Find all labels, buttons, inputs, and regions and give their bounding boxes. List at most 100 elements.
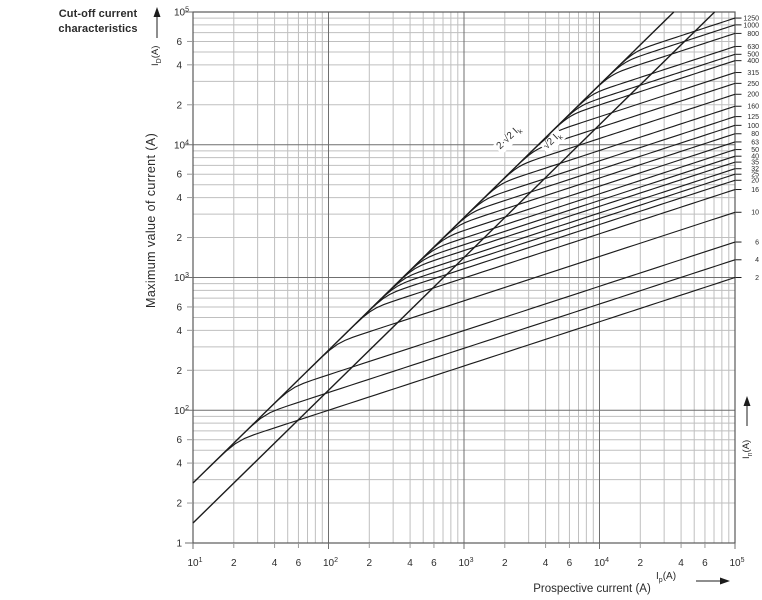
right-symbol-unit: (A)	[741, 439, 752, 453]
rating-label-32: 32	[751, 166, 759, 173]
y-axis-title: Maximum value of current (A)	[144, 132, 158, 308]
x-symbol-main: I	[656, 571, 659, 582]
x-axis-arrowhead	[720, 577, 730, 585]
svg-text:6: 6	[176, 302, 182, 313]
figure-title: Cut-off current characteristics	[52, 7, 144, 37]
rating-label-10: 10	[751, 210, 759, 217]
svg-text:104: 104	[594, 557, 609, 569]
rating-label-1250: 1250	[743, 15, 759, 22]
rating-label-2: 2	[755, 275, 759, 282]
svg-text:2: 2	[367, 558, 373, 569]
svg-text:2: 2	[176, 499, 182, 510]
rating-label-4: 4	[755, 257, 759, 264]
cutoff-curve-630	[560, 45, 736, 124]
right-symbol-main: I	[741, 456, 752, 459]
svg-text:6: 6	[567, 558, 573, 569]
svg-text:4: 4	[176, 459, 182, 470]
svg-text:6: 6	[176, 37, 182, 48]
y-symbol-sub: D	[155, 58, 163, 64]
reference-lines	[192, 11, 716, 524]
svg-text:103: 103	[174, 272, 189, 284]
svg-text:6: 6	[176, 170, 182, 181]
cutoff-curve-35	[383, 161, 736, 297]
cutoff-curve-500	[548, 53, 736, 136]
rating-label-160: 160	[747, 104, 759, 111]
x-symbol-sub: p	[658, 577, 663, 584]
svg-text:2: 2	[176, 366, 182, 377]
cutoff-curve-40	[392, 155, 736, 288]
svg-text:1: 1	[176, 539, 182, 550]
svg-text:4: 4	[176, 193, 182, 204]
cutoff-curve-1000	[593, 24, 736, 91]
rating-label-500: 500	[747, 52, 759, 59]
rating-label-6: 6	[755, 239, 759, 246]
svg-text:4: 4	[176, 326, 182, 337]
rating-label-80: 80	[751, 131, 759, 138]
cutoff-curve-63	[414, 141, 736, 267]
x-symbol-unit: (A)	[662, 571, 677, 582]
x-tick-labels: 101 102 103 104 105 2 4 6 2 4 6 2 4 6 2 4 6	[187, 557, 744, 569]
rating-label-16: 16	[751, 187, 759, 194]
y-tick-labels: 105 104 103 102 1 6 4 2 6 4 2 6 4 2 6 4 2	[174, 7, 189, 550]
rating-label-40: 40	[751, 154, 759, 161]
y-symbol-main: I	[150, 63, 161, 66]
svg-text:4: 4	[272, 558, 278, 569]
svg-text:6: 6	[176, 435, 182, 446]
rating-label-800: 800	[747, 31, 759, 38]
svg-text:2: 2	[502, 558, 508, 569]
svg-text:2: 2	[638, 558, 644, 569]
svg-text:4: 4	[678, 558, 684, 569]
cutoff-curve-100	[439, 124, 736, 242]
cutoff-curve-50	[402, 149, 736, 278]
svg-text:104: 104	[174, 139, 189, 151]
y-axis-symbol: ID(A)	[150, 46, 163, 66]
y-symbol-unit: (A)	[150, 45, 161, 59]
rating-label-35: 35	[751, 160, 759, 167]
rating-label-25: 25	[751, 172, 759, 179]
svg-text:2: 2	[176, 233, 182, 244]
figure-title-line1: Cut-off current	[58, 8, 138, 20]
cutoff-curve-125	[452, 116, 736, 229]
rating-label-1000: 1000	[743, 22, 759, 29]
svg-text:2: 2	[176, 100, 182, 111]
cutoff-curve-10	[306, 211, 736, 373]
axis-ticks	[185, 11, 736, 549]
svg-text:103: 103	[458, 557, 473, 569]
svg-text:105: 105	[174, 7, 189, 19]
rating-label-63: 63	[751, 139, 759, 146]
reference-line-1	[192, 11, 716, 524]
cutoff-curve-200	[487, 93, 736, 196]
cutoff-curve-800	[580, 32, 736, 104]
rating-label-200: 200	[747, 92, 759, 99]
rating-label-630: 630	[747, 44, 759, 51]
cutoff-curve-25	[364, 173, 736, 315]
svg-text:4: 4	[407, 558, 413, 569]
figure-title-line2: characteristics	[58, 23, 138, 35]
reference-line-0	[192, 11, 675, 484]
svg-text:102: 102	[174, 405, 189, 417]
svg-text:4: 4	[176, 60, 182, 71]
right-axis-symbol: In(A)	[741, 440, 754, 459]
rating-label-50: 50	[751, 147, 759, 154]
cutoff-curve-16	[341, 188, 736, 338]
rating-label-125: 125	[747, 114, 759, 121]
svg-text:6: 6	[431, 558, 437, 569]
svg-text:2: 2	[231, 558, 237, 569]
cutoff-curves	[206, 17, 736, 470]
rating-label-100: 100	[747, 123, 759, 130]
axis-arrows	[153, 7, 751, 585]
svg-text:101: 101	[187, 557, 202, 569]
svg-text:4: 4	[543, 558, 549, 569]
rating-label-400: 400	[747, 58, 759, 65]
right-symbol-sub: n	[746, 452, 754, 457]
x-axis-symbol: Ip(A)	[656, 571, 676, 584]
cutoff-curve-80	[426, 133, 736, 255]
cutoff-curve-6	[260, 241, 736, 417]
x-axis-title: Prospective current (A)	[533, 583, 651, 595]
cutoff-curve-250	[503, 82, 736, 179]
svg-text:105: 105	[729, 557, 744, 569]
rating-label-315: 315	[747, 70, 759, 77]
